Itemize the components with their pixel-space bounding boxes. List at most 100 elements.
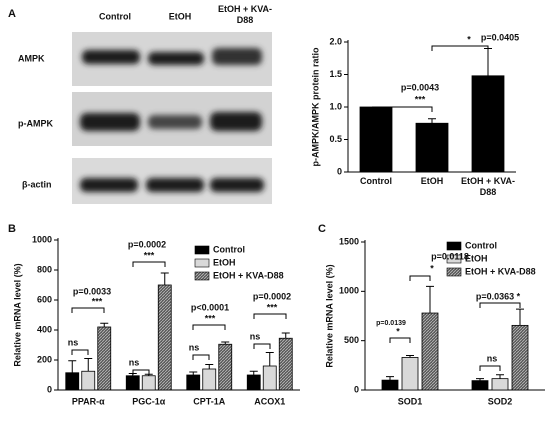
y-tick-label: 0 [354, 384, 359, 394]
bar [359, 106, 393, 173]
legend-swatch [446, 267, 462, 277]
bar [381, 379, 399, 391]
annotation: * [396, 326, 400, 336]
annotation: p=0.0139 [376, 320, 406, 327]
legend-swatch [194, 258, 210, 268]
x-tick-label: SOD2 [488, 396, 513, 406]
y-tick-label: 1500 [339, 236, 359, 246]
error-bar [205, 364, 214, 369]
error-bar [265, 352, 274, 366]
annotation: * [467, 34, 471, 44]
bar [125, 375, 140, 391]
error-bar [160, 272, 169, 285]
error-bar [406, 354, 414, 358]
panel-label: A [8, 8, 16, 20]
annotation: * [430, 263, 434, 273]
bracket [132, 261, 166, 267]
panel-label: B [8, 223, 16, 235]
y-tick-label: 600 [37, 294, 52, 304]
bar [415, 122, 449, 173]
annotation: *** [144, 250, 155, 260]
row-label: β-actin [22, 179, 52, 189]
bracket [479, 365, 501, 371]
annotation: *** [92, 296, 103, 306]
y-axis-label: Relative mRNA level (%) [12, 263, 22, 366]
bar [81, 370, 96, 391]
y-tick-label: 1000 [32, 234, 52, 244]
error-bar [68, 360, 77, 373]
annotation: p=0.0043 [401, 82, 439, 92]
error-bar [249, 370, 258, 375]
annotation: ns [68, 337, 79, 347]
bar [491, 378, 509, 391]
y-axis-label: Relative mRNA level (%) [324, 264, 334, 367]
y-tick-label: 500 [344, 335, 359, 345]
y-tick-label: 0 [47, 384, 52, 394]
x-tick-label: SOD1 [398, 396, 423, 406]
y-tick-label: 800 [37, 264, 52, 274]
annotation: *** [205, 313, 216, 323]
bar [471, 75, 505, 173]
legend-label: EtOH + KVA-D88 [465, 266, 536, 276]
error-bar [189, 371, 198, 375]
bar [401, 357, 419, 391]
y-tick-label: 0 [337, 166, 342, 176]
bracket [71, 307, 105, 313]
x-tick-label: EtOH [420, 176, 444, 186]
annotation: p=0.0405 [481, 32, 519, 42]
annotation: ns [189, 342, 200, 352]
x-tick-label: Control [360, 176, 392, 186]
legend-label: Control [213, 244, 245, 254]
x-tick-label: EtOH + KVA-D88 [460, 176, 516, 197]
panel-label: C [318, 223, 326, 235]
legend-swatch [446, 241, 462, 251]
x-tick-label: PGC-1α [132, 396, 166, 406]
annotation: *** [415, 94, 426, 104]
bracket [375, 106, 433, 112]
annotation: p=0.0033 [73, 286, 111, 296]
annotation: *** [267, 302, 278, 312]
bracket [409, 275, 431, 281]
annotation: ns [129, 357, 140, 367]
legend-label: EtOH [213, 257, 236, 267]
annotation: ns [487, 353, 498, 363]
bracket [192, 324, 226, 330]
error-bar [100, 322, 109, 327]
bracket [192, 354, 210, 360]
y-tick-label: 1000 [339, 286, 359, 296]
bracket [71, 349, 89, 355]
bar [421, 312, 439, 391]
annotation: p=0.0118 [431, 251, 469, 261]
bracket [431, 45, 489, 51]
x-tick-label: PPAR-α [72, 396, 105, 406]
error-bar [484, 48, 492, 76]
row-label: p-AMPK [18, 118, 53, 128]
error-bar [476, 378, 484, 381]
bracket [253, 313, 287, 319]
bar [278, 337, 293, 391]
y-tick-label: 1.5 [329, 69, 342, 79]
error-bar [428, 118, 436, 124]
error-bar [281, 332, 290, 339]
y-tick-label: 400 [37, 324, 52, 334]
bracket [389, 337, 411, 343]
lane-label: EtOH + KVA-D88 [217, 4, 273, 25]
y-tick-label: 1.0 [329, 101, 342, 111]
y-axis-label: p-AMPK/AMPK protein ratio [310, 47, 320, 166]
legend-label: EtOH [465, 253, 488, 263]
annotation: p=0.0363 * [476, 291, 521, 301]
bar [202, 368, 217, 391]
bar [246, 374, 261, 391]
error-bar [386, 376, 394, 381]
error-bar [496, 374, 504, 379]
x-tick-label-box: Control [360, 176, 392, 186]
legend-label: Control [465, 240, 497, 250]
lane-label: EtOH [169, 11, 192, 21]
bracket [132, 369, 150, 375]
legend-label: EtOH + KVA-D88 [213, 270, 284, 280]
y-tick-label: 0.5 [329, 134, 342, 144]
error-bar [516, 308, 524, 326]
lane-label: Control [99, 11, 131, 21]
bar [262, 365, 277, 391]
bar [218, 343, 233, 391]
